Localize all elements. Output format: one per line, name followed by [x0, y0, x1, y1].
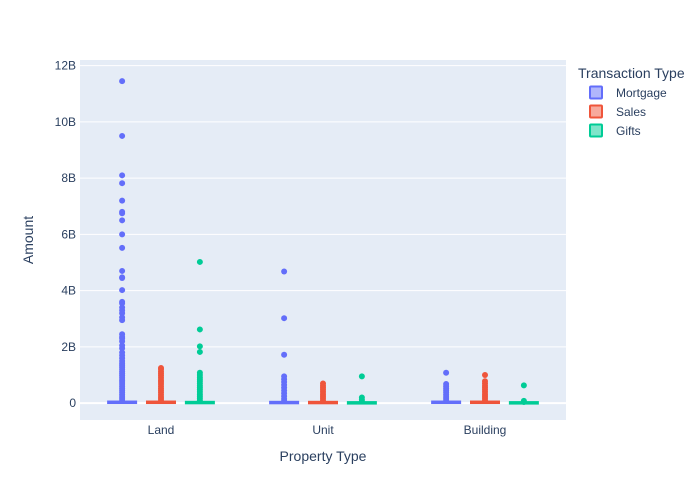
outlier-point [281, 351, 288, 358]
series-mortgage [107, 78, 462, 405]
outlier-point [119, 172, 126, 179]
y-axis-title: Amount [20, 216, 36, 264]
outlier-point [196, 326, 203, 333]
legend-item-sales[interactable]: Sales [589, 104, 646, 119]
outlier-point [520, 382, 527, 389]
x-tick-label: Building [464, 423, 507, 437]
y-tick-label: 0 [69, 396, 76, 410]
data-marks [107, 78, 539, 405]
legend-swatch [589, 85, 603, 100]
y-tick-label: 10B [55, 115, 76, 129]
outlier-point [119, 287, 126, 294]
outlier-point [482, 372, 488, 378]
outlier-point [196, 258, 203, 265]
outlier-point [119, 210, 126, 217]
legend-item-gifts[interactable]: Gifts [589, 123, 641, 138]
y-tick-label: 8B [61, 171, 76, 185]
outlier-point [119, 217, 126, 224]
legend-item-mortgage[interactable]: Mortgage [589, 85, 667, 100]
outlier-point [119, 197, 126, 204]
outlier-point [119, 267, 126, 274]
legend-swatch [589, 104, 603, 119]
outlier-point [281, 315, 288, 322]
outlier-point [119, 244, 126, 251]
outlier-point [119, 78, 126, 85]
outlier-point [119, 345, 126, 352]
y-tick-label: 4B [61, 284, 76, 298]
legend-label: Sales [616, 105, 646, 119]
series-sales [146, 364, 500, 405]
legend-label: Mortgage [616, 86, 667, 100]
legend-items: Mortgage Sales Gifts [589, 85, 667, 138]
outlier-point [196, 397, 203, 404]
outlier-point [196, 348, 203, 355]
outlier-point [358, 398, 365, 405]
outlier-point [358, 373, 365, 380]
outlier-point [196, 343, 203, 350]
plot-area [80, 60, 566, 420]
outlier-point [119, 274, 126, 281]
legend-title: Transaction Type [578, 65, 685, 81]
outlier-point [119, 180, 126, 187]
y-tick-label: 12B [55, 59, 76, 73]
outlier-point [281, 268, 288, 275]
outlier-point [158, 397, 164, 404]
outlier-point [482, 397, 488, 404]
x-axis-title: Property Type [280, 448, 367, 464]
outlier-point [443, 369, 450, 376]
axes: 0 2B 4B 6B 8B 10B 12B Land Unit Building [55, 59, 507, 437]
y-tick-label: 2B [61, 340, 76, 354]
outlier-point [119, 132, 126, 139]
series-gifts [184, 258, 539, 405]
outlier-point [520, 399, 527, 405]
y-tick-label: 6B [61, 227, 76, 241]
outlier-point [443, 397, 450, 404]
outlier-point [119, 310, 126, 317]
outlier-point [119, 338, 126, 345]
outlier-point [119, 397, 126, 404]
x-tick-label: Unit [312, 423, 334, 437]
legend-swatch [589, 123, 603, 138]
outlier-point [281, 397, 288, 404]
legend: Transaction Type Mortgage Sales Gifts [578, 65, 685, 138]
outlier-point [119, 300, 126, 307]
x-tick-label: Land [148, 423, 175, 437]
outlier-point [320, 397, 326, 404]
outlier-point [119, 231, 126, 238]
legend-label: Gifts [616, 124, 641, 138]
outlier-point [119, 317, 126, 324]
